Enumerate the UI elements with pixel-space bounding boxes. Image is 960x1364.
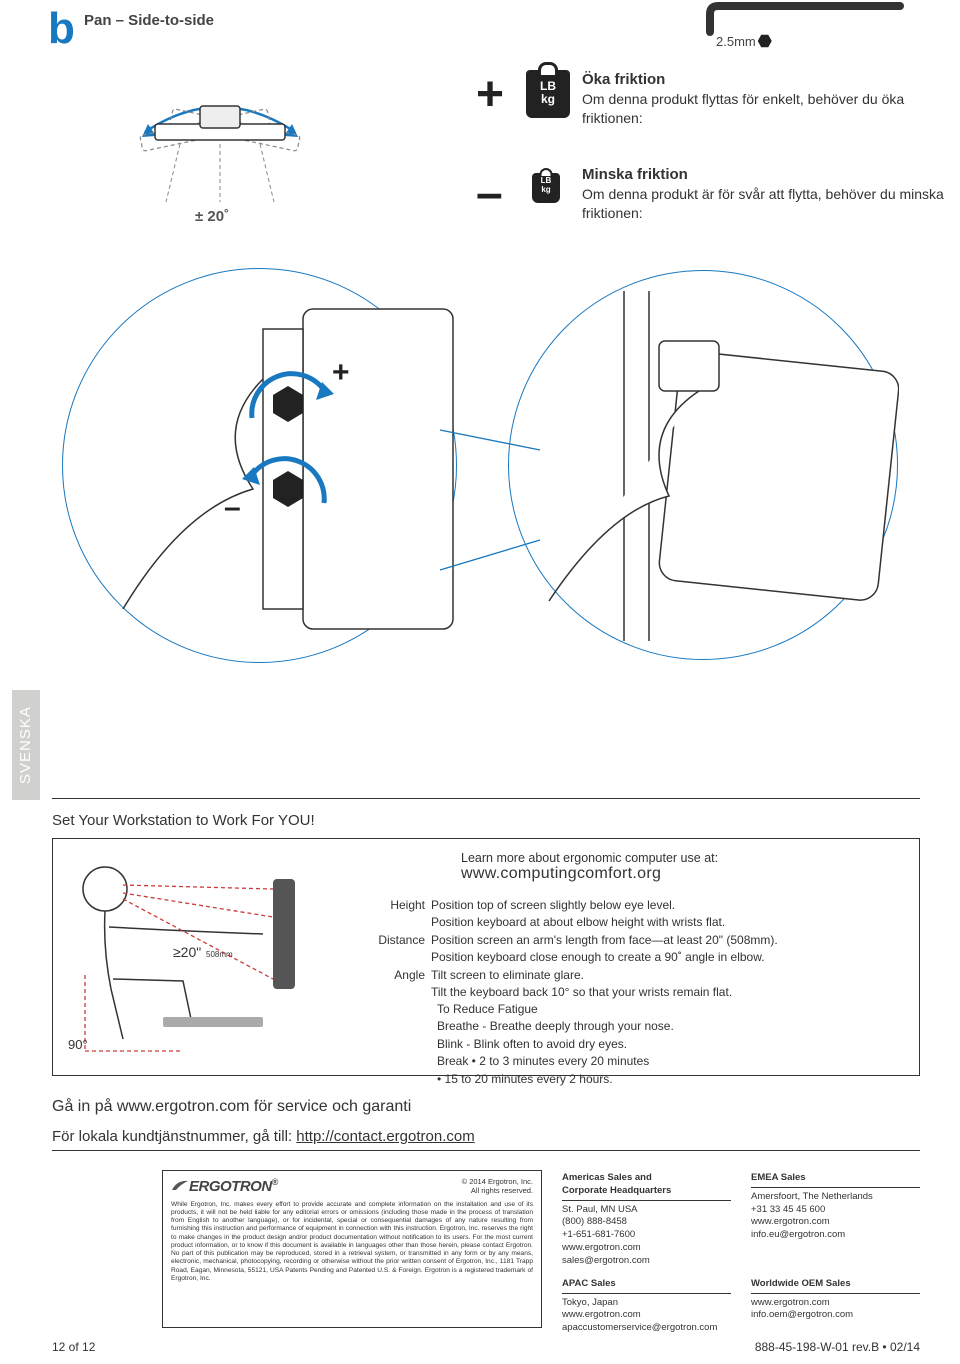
svg-text:508mm: 508mm (206, 950, 233, 959)
reduce-line: Breathe - Breathe deeply through your no… (437, 1018, 674, 1035)
divider-rule (52, 798, 920, 799)
legal-box: ERGOTRON® © 2014 Ergotron, Inc.All right… (162, 1170, 542, 1328)
svg-text:90°: 90° (68, 1037, 88, 1052)
learn-more-block: Learn more about ergonomic computer use … (461, 851, 718, 883)
sales-apac-body: Tokyo, Japanwww.ergotron.comapaccustomer… (562, 1297, 731, 1335)
wrench-size-label: 2.5mm (716, 34, 772, 49)
ergonomics-table: HeightPosition top of screen slightly be… (369, 897, 911, 1001)
reduce-fatigue-block: To Reduce FatigueBreathe - Breathe deepl… (437, 1001, 674, 1088)
language-tab: SVENSKA (12, 690, 40, 800)
page-number: 12 of 12 (52, 1340, 95, 1354)
reduce-line: • 15 to 20 minutes every 2 hours. (437, 1071, 674, 1088)
kg-label: kg (526, 93, 570, 106)
increase-friction-desc: Om denna produkt flyttas för enkelt, beh… (582, 91, 904, 126)
copyright-text: © 2014 Ergotron, Inc.All rights reserved… (462, 1177, 533, 1197)
step-title: Pan – Side-to-side (84, 12, 214, 29)
decrease-friction-text: Minska friktion Om denna produkt är för … (582, 165, 952, 223)
sales-emea-title: EMEA Sales (751, 1172, 920, 1188)
increase-friction-text: Öka friktion Om denna produkt flyttas fö… (582, 70, 952, 128)
learn-more-text: Learn more about ergonomic computer use … (461, 851, 718, 865)
sales-emea: EMEA Sales Amersfoort, The Netherlands+3… (751, 1172, 920, 1268)
contact-url[interactable]: http://contact.ergotron.com (296, 1128, 474, 1145)
step-letter: b (48, 4, 75, 54)
svg-text:–: – (224, 491, 241, 524)
ergonomics-figure: ≥20" 508mm 90° (63, 849, 353, 1064)
sales-emea-body: Amersfoort, The Netherlands+31 33 45 45 … (751, 1191, 920, 1242)
plus-icon: + (476, 76, 504, 114)
sales-oem-body: www.ergotron.cominfo.oem@ergotron.com (751, 1297, 920, 1323)
wrench-size-value: 2.5mm (716, 34, 756, 49)
svg-text:≥20": ≥20" (173, 944, 201, 960)
decrease-friction-title: Minska friktion (582, 166, 688, 183)
ergo-row-text: Position keyboard at about elbow height … (431, 914, 911, 931)
ergo-row-text: Position screen an arm's length from fac… (431, 932, 911, 949)
hex-icon (758, 34, 772, 48)
pan-angle-label: ± 20˚ (195, 208, 229, 225)
ergonomics-box: ≥20" 508mm 90° Learn more about ergonomi… (52, 838, 920, 1076)
sales-contact-grid: Americas Sales andCorporate Headquarters… (562, 1172, 920, 1335)
sales-oem-title: Worldwide OEM Sales (751, 1278, 920, 1294)
svg-text:+: + (332, 356, 350, 389)
ergo-row-label: Distance (369, 932, 431, 949)
decrease-friction-desc: Om denna produkt är för svår att flytta,… (582, 186, 944, 221)
ergotron-logo: ERGOTRON® (171, 1177, 278, 1197)
sales-apac: APAC Sales Tokyo, Japanwww.ergotron.coma… (562, 1278, 731, 1335)
ergo-row-label (369, 949, 431, 966)
contact-line: För lokala kundtjänstnummer, gå till: ht… (52, 1128, 475, 1145)
sales-americas-title: Americas Sales andCorporate Headquarters (562, 1172, 731, 1201)
sales-americas-body: St. Paul, MN USA(800) 888-8458+1-651-681… (562, 1204, 731, 1268)
reduce-line: Break • 2 to 3 minutes every 20 minutes (437, 1053, 674, 1070)
kg-label-small: kg (532, 186, 560, 195)
sales-apac-title: APAC Sales (562, 1278, 731, 1294)
legal-text: While Ergotron, Inc. makes every effort … (171, 1201, 533, 1283)
reduce-line: Blink - Blink often to avoid dry eyes. (437, 1036, 674, 1053)
minus-icon: – (476, 175, 503, 213)
workstation-title: Set Your Workstation to Work For YOU! (52, 812, 315, 829)
ergo-row-label (369, 914, 431, 931)
connector-lines (430, 420, 550, 590)
sales-oem: Worldwide OEM Sales www.ergotron.cominfo… (751, 1278, 920, 1335)
adjustment-diagram-right (508, 270, 898, 660)
ergo-row-text: Position top of screen slightly below ey… (431, 897, 911, 914)
weight-lb-kg-small-icon: LB kg (532, 173, 560, 203)
weight-lb-kg-icon: LB kg (526, 70, 570, 118)
increase-friction-title: Öka friktion (582, 71, 665, 88)
ergo-row-text: Position keyboard close enough to create… (431, 949, 911, 966)
learn-more-url: www.computingcomfort.org (461, 865, 661, 882)
ergo-row-label (369, 984, 431, 1001)
service-line: Gå in på www.ergotron.com för service oc… (52, 1098, 411, 1116)
ergo-row-text: Tilt the keyboard back 10° so that your … (431, 984, 911, 1001)
contact-prefix: För lokala kundtjänstnummer, gå till: (52, 1128, 296, 1145)
doc-revision: 888-45-198-W-01 rev.B • 02/14 (755, 1340, 920, 1354)
reduce-title: To Reduce Fatigue (437, 1001, 674, 1018)
sales-americas: Americas Sales andCorporate Headquarters… (562, 1172, 731, 1268)
ergo-row-label: Height (369, 897, 431, 914)
adjustment-diagram-left: + – (62, 268, 457, 663)
ergo-row-label: Angle (369, 967, 431, 984)
pan-diagram (100, 52, 340, 202)
ergo-row-text: Tilt screen to eliminate glare. (431, 967, 911, 984)
thin-divider (52, 1150, 920, 1151)
